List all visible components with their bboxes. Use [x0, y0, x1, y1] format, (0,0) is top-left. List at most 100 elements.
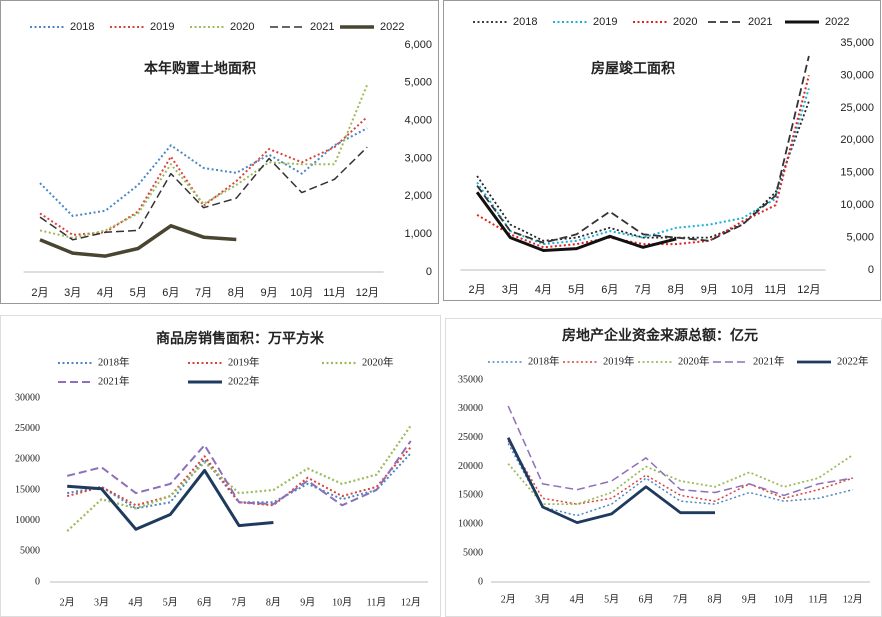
x-tick-label: 6月: [639, 593, 654, 605]
x-tick-label: 3月: [64, 287, 81, 299]
x-tick-label: 9月: [701, 284, 718, 296]
y-tick-label: 10000: [458, 519, 483, 530]
series-line: [67, 468, 274, 531]
series-line: [39, 146, 368, 241]
y-tick-label: 10000: [15, 515, 40, 526]
panel: [0, 0, 439, 304]
x-tick-label: 7月: [673, 593, 688, 605]
x-tick-label: 3月: [535, 593, 550, 605]
x-tick-label: 4月: [97, 287, 114, 299]
series-line: [39, 127, 368, 217]
series-line: [66, 440, 412, 507]
x-tick-label: 10月: [731, 284, 754, 296]
y-tick-label: 4,000: [404, 115, 432, 127]
x-tick-label: 3月: [502, 284, 519, 296]
y-tick-label: 35,000: [840, 37, 874, 49]
legend-label: 2020年: [678, 354, 710, 367]
series-line: [507, 405, 853, 497]
x-tick-label: 5月: [568, 284, 585, 296]
legend-label: 2021年: [753, 354, 785, 367]
y-tick-label: 25000: [15, 423, 40, 434]
x-tick-label: 12月: [843, 593, 863, 605]
y-tick-label: 5000: [463, 547, 483, 558]
series-line: [507, 440, 854, 505]
legend-label: 2020年: [362, 355, 394, 368]
x-tick-label: 4月: [128, 596, 143, 608]
series-line: [507, 454, 854, 505]
legend-label: 2018: [70, 21, 94, 33]
chart-title: 商品房销售面积：万平方米: [156, 330, 325, 347]
x-tick-label: 9月: [300, 596, 315, 608]
y-tick-label: 5000: [20, 546, 40, 557]
x-tick-label: 11月: [808, 593, 828, 605]
x-tick-label: 7月: [634, 284, 651, 296]
x-tick-label: 2月: [60, 596, 75, 608]
chart-title: 房地产企业资金来源总额：亿元: [562, 327, 758, 344]
legend-label: 2020: [230, 21, 254, 33]
x-tick-label: 7月: [232, 596, 247, 608]
y-tick-label: 10,000: [840, 199, 874, 211]
series-line: [66, 446, 412, 507]
y-tick-label: 0: [868, 264, 874, 276]
y-tick-label: 15000: [15, 484, 40, 495]
legend-label: 2019: [593, 16, 617, 28]
series-line: [476, 55, 810, 244]
x-tick-label: 5月: [130, 287, 147, 299]
x-tick-label: 10月: [774, 593, 794, 605]
x-tick-label: 4月: [570, 593, 585, 605]
x-tick-label: 6月: [197, 596, 212, 608]
y-tick-label: 15,000: [840, 167, 874, 179]
x-tick-label: 8月: [228, 287, 245, 299]
y-tick-label: 6,000: [404, 39, 432, 51]
x-tick-label: 3月: [94, 596, 109, 608]
y-tick-label: 30,000: [840, 69, 874, 81]
x-tick-label: 11月: [765, 284, 787, 296]
series-line: [39, 224, 237, 258]
y-tick-label: 0: [35, 576, 40, 587]
y-tick-label: 30000: [15, 392, 40, 403]
legend-label: 2022年: [837, 354, 869, 367]
series-line: [506, 437, 715, 524]
y-tick-label: 3,000: [404, 152, 432, 164]
series-line: [476, 88, 810, 246]
legend-label: 2022年: [228, 374, 260, 387]
legend-label: 2018年: [98, 355, 130, 368]
y-tick-label: 15000: [458, 490, 483, 501]
x-tick-label: 12月: [797, 284, 820, 296]
x-tick-label: 4月: [535, 284, 552, 296]
x-tick-label: 12月: [356, 287, 379, 299]
y-tick-label: 30000: [458, 403, 483, 414]
y-tick-label: 0: [478, 576, 483, 587]
x-tick-label: 7月: [195, 287, 212, 299]
x-tick-label: 2月: [469, 284, 486, 296]
x-tick-label: 11月: [323, 287, 345, 299]
y-tick-label: 25,000: [840, 102, 874, 114]
legend-label: 2019年: [228, 355, 260, 368]
legend-label: 2020: [673, 16, 697, 28]
x-tick-label: 9月: [260, 287, 277, 299]
panel: [443, 0, 881, 301]
chart-title: 房屋竣工面积: [591, 60, 675, 77]
series-line: [39, 84, 369, 239]
x-tick-label: 8月: [707, 593, 722, 605]
y-tick-label: 2,000: [404, 190, 432, 202]
legend-label: 2019年: [603, 354, 635, 367]
y-tick-label: 20,000: [840, 134, 874, 146]
series-line: [476, 101, 810, 242]
x-tick-label: 6月: [162, 287, 179, 299]
y-tick-label: 25000: [458, 432, 483, 443]
series-line: [507, 443, 853, 517]
legend-label: 2022: [380, 21, 404, 33]
x-tick-label: 10月: [332, 596, 352, 608]
x-tick-label: 5月: [163, 596, 178, 608]
y-tick-label: 35000: [458, 374, 483, 385]
legend-label: 2018: [513, 16, 537, 28]
legend-label: 2021: [748, 16, 772, 28]
y-tick-label: 0: [426, 266, 432, 278]
series-line: [39, 116, 368, 236]
x-tick-label: 8月: [668, 284, 685, 296]
legend-label: 2019: [150, 21, 174, 33]
y-tick-label: 20000: [458, 461, 483, 472]
legend-label: 2018年: [528, 354, 560, 367]
y-tick-label: 1,000: [404, 228, 432, 240]
